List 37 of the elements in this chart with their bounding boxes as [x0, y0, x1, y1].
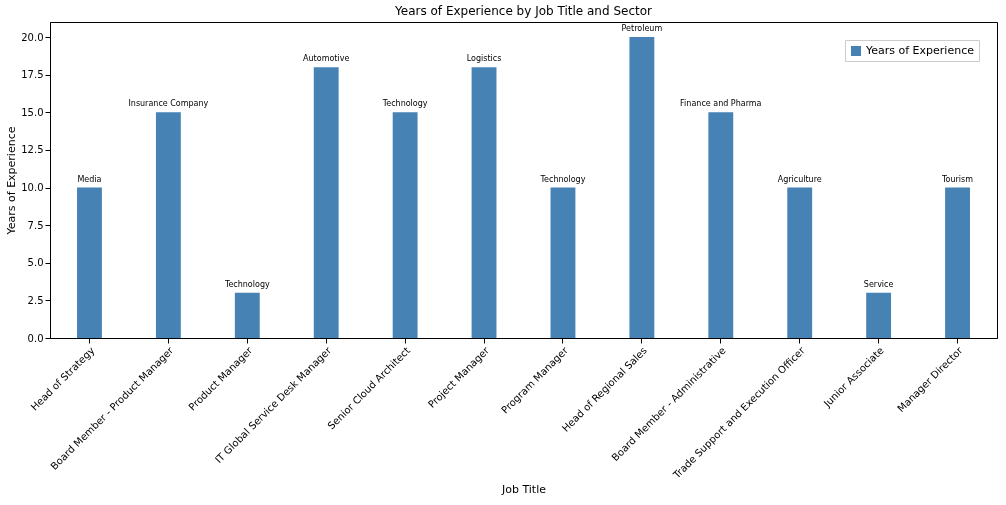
- bar: [155, 112, 181, 338]
- annotation: Agriculture: [777, 174, 822, 184]
- annotation: Finance and Pharma: [680, 99, 762, 109]
- bar: [234, 292, 260, 338]
- bar: [550, 187, 576, 338]
- y-tick-label: 10.0: [21, 182, 44, 194]
- y-tick-label: 5.0: [27, 257, 44, 269]
- annotation: Service: [863, 279, 894, 289]
- annotation: Technology: [539, 174, 586, 184]
- bar: [77, 187, 102, 338]
- y-tick-label: 17.5: [21, 69, 44, 81]
- annotation: Automotive: [303, 54, 350, 64]
- bar: [708, 112, 734, 338]
- annotation: Media: [77, 174, 102, 184]
- bar: [866, 292, 892, 338]
- annotation: Insurance Company: [128, 99, 209, 109]
- bar: [787, 187, 813, 338]
- bar: [392, 112, 418, 338]
- y-tick-label: 12.5: [21, 144, 44, 156]
- chart-title: Years of Experience by Job Title and Sector: [394, 4, 653, 18]
- annotation: Technology: [381, 99, 428, 109]
- annotation: Technology: [223, 279, 270, 289]
- y-tick-label: 2.5: [27, 294, 44, 306]
- bar: [313, 67, 339, 338]
- annotation: Logistics: [466, 54, 502, 64]
- y-tick-label: 15.0: [21, 106, 44, 118]
- y-tick-label: 0.0: [27, 332, 44, 344]
- x-axis-title: Job Title: [500, 483, 547, 497]
- legend-label: Years of Experience: [865, 44, 975, 57]
- annotation: Tourism: [941, 174, 974, 184]
- y-axis-title: Years of Experience: [5, 126, 19, 236]
- bar: [471, 67, 497, 338]
- y-tick-label: 7.5: [27, 219, 44, 231]
- y-tick-label: 20.0: [21, 31, 44, 43]
- annotation: Petroleum: [621, 24, 663, 34]
- bar: [629, 37, 655, 338]
- bar: [945, 187, 970, 338]
